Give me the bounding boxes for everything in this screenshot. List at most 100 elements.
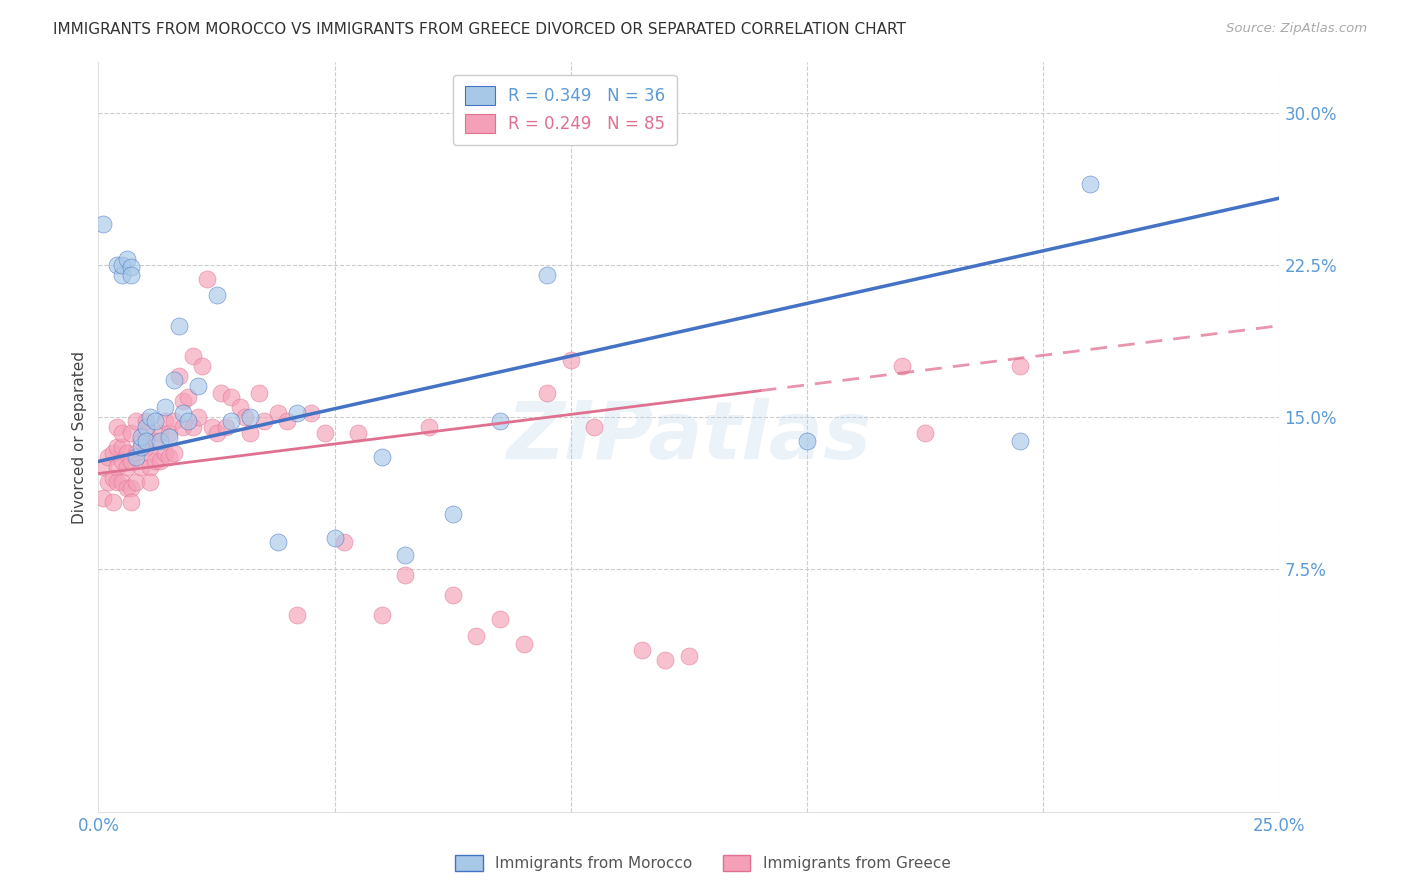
Point (191, 359, 214, 374)
Point (125, 446, 148, 460)
Point (105, 460, 128, 475)
Point (489, 414, 512, 428)
Point (135, 414, 157, 428)
Point (153, 414, 176, 428)
Point (181, 420, 204, 434)
Point (135, 434, 157, 449)
Point (111, 454, 134, 468)
Point (143, 434, 166, 449)
Point (97, 475, 120, 489)
Point (91, 491, 114, 505)
Point (1008, 359, 1031, 374)
Point (139, 409, 162, 424)
Point (153, 400, 176, 414)
Point (125, 450, 148, 465)
Point (560, 353, 582, 368)
Point (371, 608, 394, 623)
Point (167, 369, 190, 384)
Point (489, 612, 512, 626)
Point (239, 425, 262, 440)
Point (181, 349, 204, 363)
Point (111, 475, 134, 489)
Point (890, 359, 912, 374)
Point (157, 450, 180, 465)
Point (187, 409, 209, 424)
Point (314, 425, 336, 440)
Point (177, 390, 200, 404)
Point (276, 414, 298, 428)
Point (121, 481, 143, 495)
Point (267, 535, 290, 549)
Point (163, 373, 186, 387)
Point (172, 406, 194, 420)
Point (229, 400, 252, 414)
Point (195, 272, 218, 286)
Point (285, 608, 308, 623)
Point (101, 495, 124, 509)
Point (111, 258, 134, 272)
Point (201, 420, 224, 434)
Point (97, 450, 120, 465)
Point (914, 425, 936, 440)
Point (111, 425, 134, 440)
Point (441, 507, 464, 521)
Point (285, 406, 308, 420)
Point (239, 409, 262, 424)
Point (105, 475, 128, 489)
Point (323, 532, 346, 546)
Point (1080, 177, 1102, 191)
Point (101, 446, 124, 460)
Point (91, 460, 114, 475)
Point (125, 475, 148, 489)
Point (205, 288, 228, 302)
Point (247, 385, 270, 400)
Point (101, 470, 124, 484)
Point (105, 440, 128, 454)
Point (105, 420, 128, 434)
Point (172, 393, 194, 408)
Text: ZIPatlas: ZIPatlas (506, 398, 872, 476)
Point (394, 567, 416, 582)
Point (135, 420, 157, 434)
Point (149, 454, 172, 468)
Point (91, 218, 114, 232)
Point (157, 430, 180, 444)
Point (215, 420, 238, 434)
Point (115, 446, 138, 460)
Point (253, 414, 276, 428)
Point (187, 379, 209, 393)
Legend: Immigrants from Morocco, Immigrants from Greece: Immigrants from Morocco, Immigrants from… (450, 849, 956, 877)
Point (441, 588, 464, 602)
Point (219, 390, 242, 404)
Point (347, 425, 370, 440)
Point (209, 385, 232, 400)
Point (143, 454, 166, 468)
Point (129, 460, 152, 475)
Point (121, 495, 143, 509)
Point (143, 414, 166, 428)
Point (512, 637, 534, 651)
Point (371, 450, 394, 465)
Point (157, 425, 180, 440)
Point (125, 414, 148, 428)
Point (583, 420, 606, 434)
Point (121, 260, 143, 274)
Point (163, 414, 186, 428)
Point (418, 420, 440, 434)
Text: Source: ZipAtlas.com: Source: ZipAtlas.com (1226, 22, 1367, 36)
Legend: R = 0.349   N = 36, R = 0.249   N = 85: R = 0.349 N = 36, R = 0.249 N = 85 (453, 75, 676, 145)
Point (163, 446, 186, 460)
Point (630, 642, 652, 657)
Point (333, 535, 356, 549)
Point (536, 385, 558, 400)
Point (121, 425, 143, 440)
Point (465, 628, 488, 642)
Point (678, 648, 700, 663)
Point (115, 252, 138, 266)
Point (115, 481, 138, 495)
Point (139, 475, 162, 489)
Point (536, 268, 558, 282)
Point (135, 440, 157, 454)
Point (111, 268, 134, 282)
Point (139, 446, 162, 460)
